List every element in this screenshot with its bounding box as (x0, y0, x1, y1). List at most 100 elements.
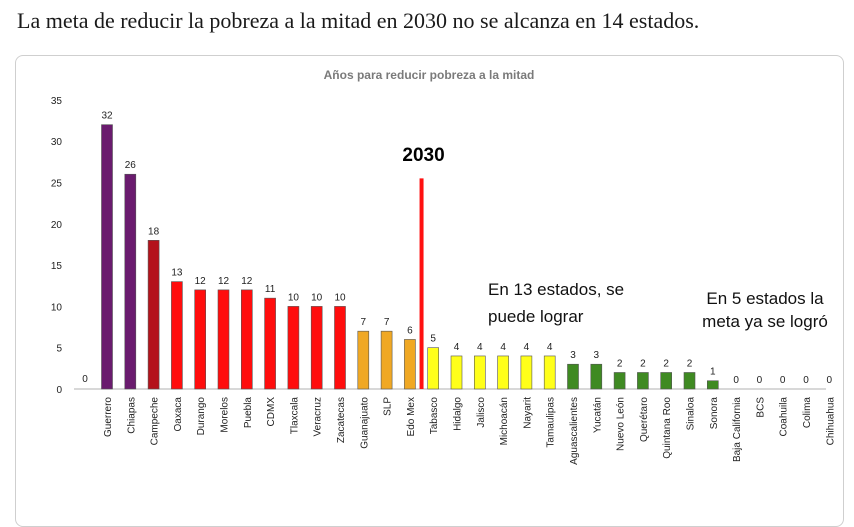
category-label: Veracruz (313, 397, 324, 436)
bar-chiapas (124, 173, 137, 390)
bar-value-label: 18 (148, 226, 160, 237)
bar-value-label: 1 (710, 367, 716, 378)
bar-value-label: 10 (311, 292, 323, 303)
leading-value-label: 0 (82, 374, 88, 385)
category-label: Quintana Roo (662, 397, 673, 459)
category-label: Baja California (732, 397, 743, 462)
bar-value-label: 3 (570, 350, 576, 361)
bar-value-label: 4 (500, 342, 506, 353)
chart-card: Años para reducir pobreza a la mitad 0 5 10… (15, 55, 844, 527)
bar-value-label: 10 (288, 292, 300, 303)
bar-value-label: 6 (407, 325, 413, 336)
bar-nuevo-león (613, 372, 626, 390)
category-label: Coahuila (779, 397, 790, 437)
bar-cdmx (264, 297, 276, 390)
y-tick-label: 25 (51, 179, 63, 190)
category-label: Tabasco (429, 397, 440, 435)
bar-value-label: 0 (827, 375, 833, 386)
bar-durango (194, 289, 206, 390)
category-label: Guanajuato (359, 397, 370, 449)
y-tick-label: 10 (51, 302, 63, 313)
bar-aguascalientes (567, 363, 579, 390)
category-label: Edo Mex (406, 397, 417, 436)
bar-value-label: 12 (241, 276, 253, 287)
category-label: Hidalgo (453, 397, 464, 431)
category-label: Colima (802, 397, 813, 429)
bar-value-label: 10 (334, 292, 346, 303)
category-label: BCS (755, 397, 766, 418)
bar-value-label: 2 (617, 358, 623, 369)
category-label: Oaxaca (173, 397, 184, 432)
bar-tabasco (427, 347, 440, 390)
annotation-achievable-line2: puede lograr (488, 307, 584, 326)
bar-value-label: 4 (524, 342, 530, 353)
bar-guanajuato (357, 330, 370, 390)
annotation-achieved-line2: meta ya se logró (702, 312, 828, 331)
bar-value-label: 3 (594, 350, 600, 361)
bar-value-label: 12 (218, 276, 230, 287)
bar-sinaloa (683, 372, 696, 390)
bar-value-label: 32 (101, 111, 113, 122)
bar-value-label: 12 (195, 276, 207, 287)
page-headline: La meta de reducir la pobreza a la mitad… (17, 8, 700, 33)
category-label: Tamaulipas (546, 397, 557, 448)
category-label: Querétaro (639, 397, 650, 442)
bar-value-label: 7 (361, 317, 367, 328)
bar-value-label: 11 (265, 284, 276, 295)
bar-tlaxcala (287, 306, 300, 390)
y-tick-label: 30 (51, 137, 63, 148)
category-label: Tlaxcala (289, 397, 300, 435)
y-tick-label: 0 (56, 385, 62, 396)
bar-quintana-roo (660, 372, 673, 390)
category-label: Puebla (243, 397, 254, 429)
category-label: SLP (383, 397, 394, 416)
bar-oaxaca (171, 281, 183, 390)
bar-value-label: 13 (171, 268, 183, 279)
bar-chart: Años para reducir pobreza a la mitad0510… (51, 68, 836, 465)
category-label: Sinaloa (686, 397, 697, 431)
bar-value-label: 4 (547, 342, 553, 353)
bar-puebla (241, 289, 253, 390)
category-label: Yucatán (592, 397, 603, 433)
bar-slp (380, 330, 393, 390)
bar-nayarit (520, 355, 533, 390)
category-label: Campeche (150, 397, 161, 446)
category-label: Zacatecas (336, 397, 347, 443)
category-label: Morelos (220, 397, 231, 433)
bar-value-label: 2 (640, 358, 646, 369)
bar-morelos (217, 289, 230, 390)
bar-querétaro (637, 372, 649, 390)
category-label: CDMX (266, 397, 277, 427)
y-tick-label: 35 (51, 96, 63, 107)
y-tick-label: 15 (51, 261, 63, 272)
bar-value-label: 0 (803, 375, 809, 386)
bar-value-label: 7 (384, 317, 390, 328)
bar-edo-mex (404, 339, 416, 390)
chart-title: Años para reducir pobreza a la mitad (324, 68, 535, 82)
bar-value-label: 2 (663, 358, 669, 369)
reference-line-label: 2030 (402, 145, 444, 166)
category-label: Sonora (709, 397, 720, 430)
category-label: Aguascalientes (569, 397, 580, 465)
bar-sonora (706, 380, 719, 390)
category-label: Chiapas (126, 397, 137, 434)
bar-michoacán (497, 355, 509, 390)
category-label: Chihuahua (825, 397, 836, 446)
bar-value-label: 26 (125, 160, 137, 171)
bar-value-label: 4 (477, 342, 483, 353)
bar-jalisco (473, 355, 486, 390)
bar-guerrero (101, 124, 113, 390)
bar-value-label: 0 (757, 375, 763, 386)
annotation-achievable-line1: En 13 estados, se (488, 280, 624, 299)
bar-value-label: 5 (430, 334, 436, 345)
bar-value-label: 0 (733, 375, 739, 386)
bar-veracruz (310, 306, 323, 390)
y-tick-label: 5 (56, 344, 62, 355)
bar-campeche (147, 240, 160, 390)
category-label: Nuevo León (616, 397, 627, 451)
bar-yucatán (590, 363, 603, 390)
y-tick-label: 20 (51, 220, 63, 231)
category-label: Michoacán (499, 397, 510, 445)
annotation-achieved-line1: En 5 estados la (706, 289, 824, 308)
bar-value-label: 2 (687, 358, 693, 369)
